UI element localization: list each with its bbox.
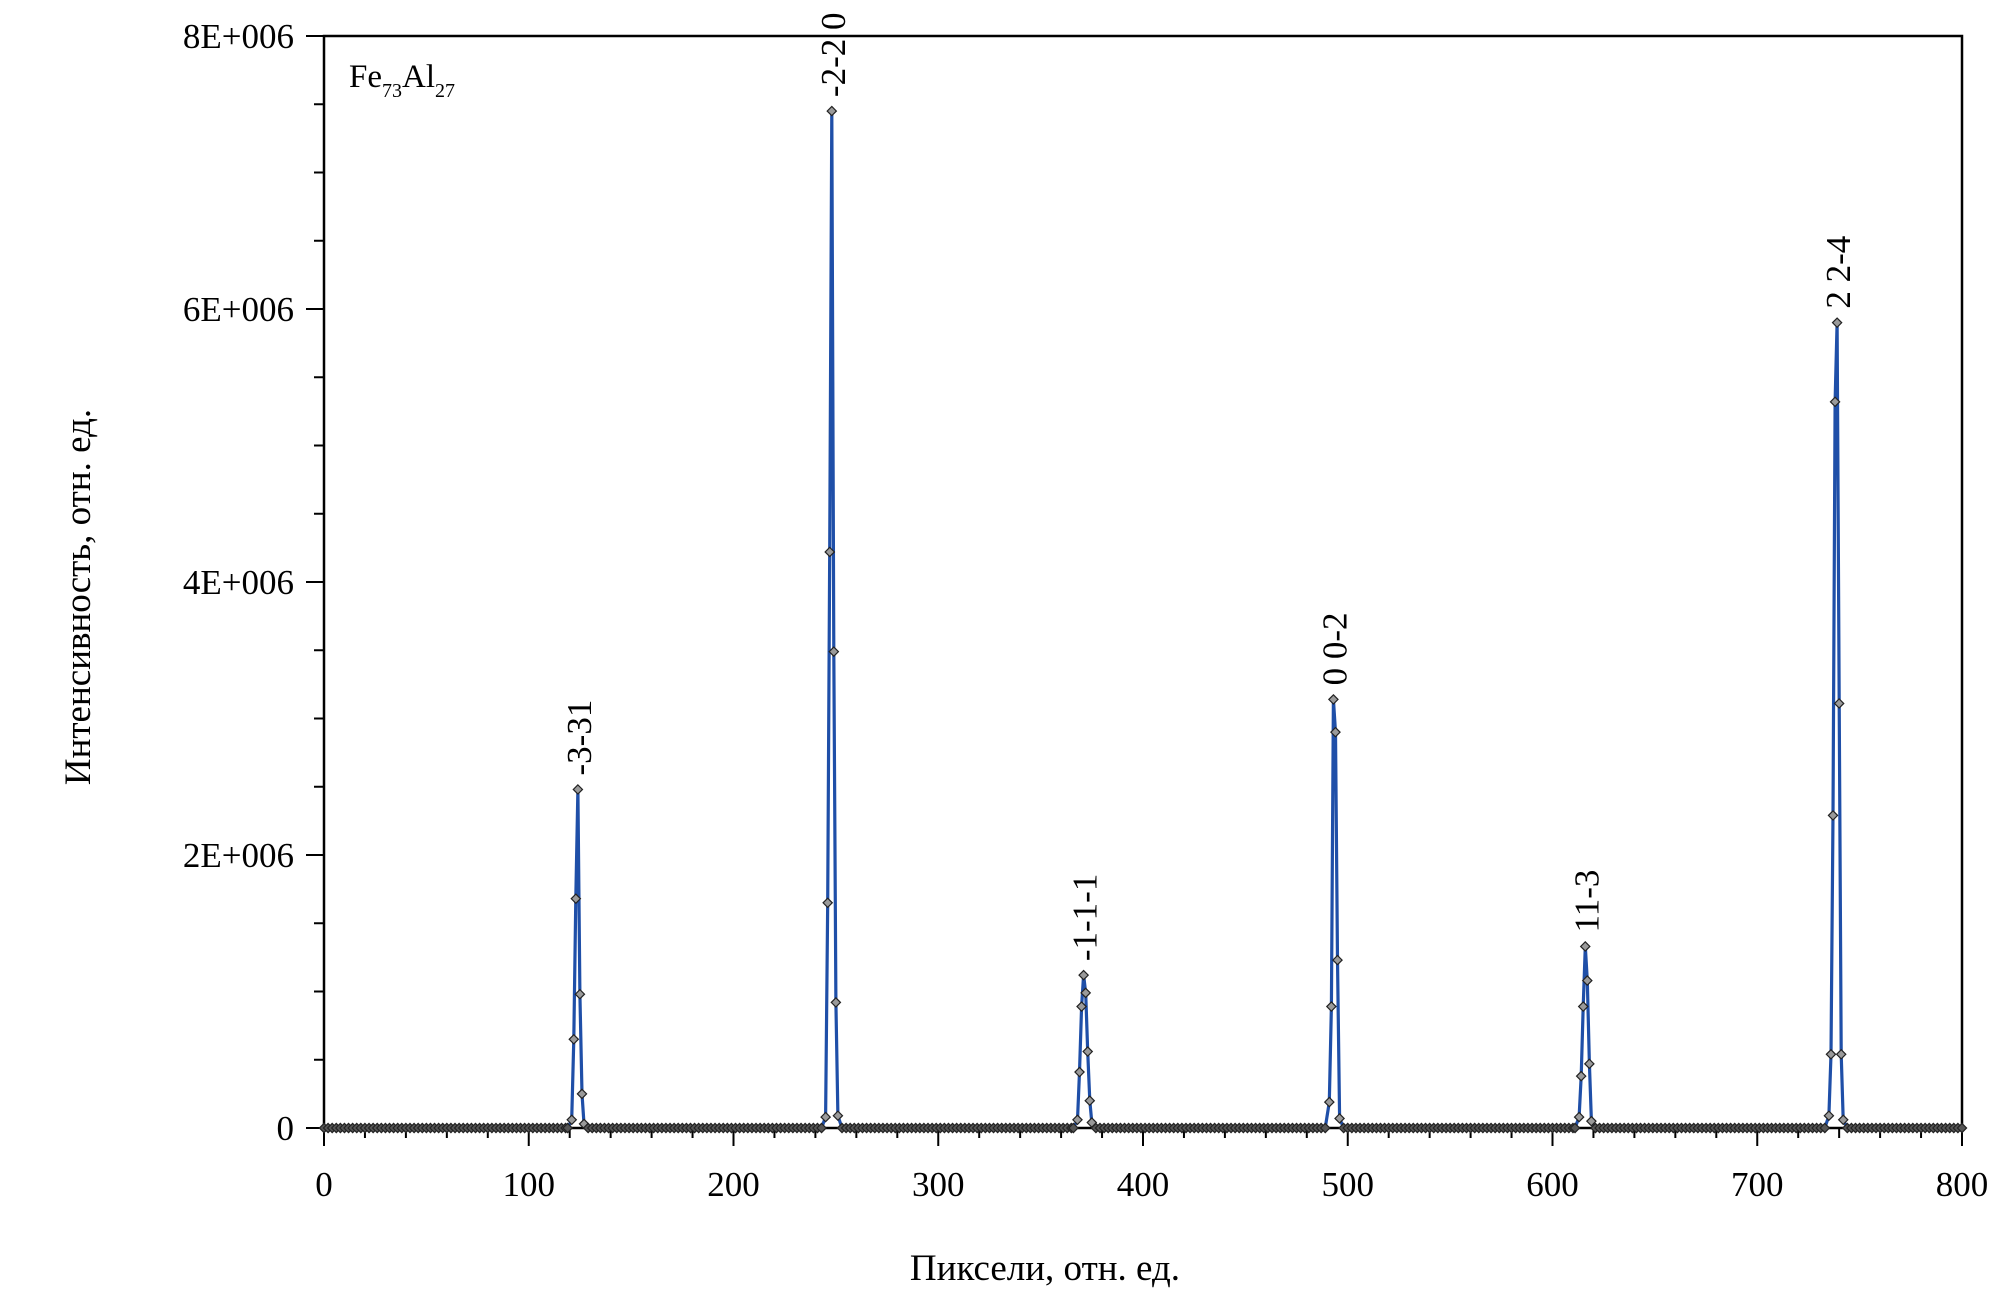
data-point	[1835, 1048, 1847, 1060]
data-point	[1332, 954, 1343, 966]
data-point	[1325, 1001, 1337, 1012]
x-tick-label: 500	[1322, 1165, 1375, 1204]
y-tick-label: 4E+006	[183, 563, 294, 602]
sample-label-base-2: Al	[402, 59, 435, 95]
data-point	[1334, 1112, 1346, 1124]
x-axis-title: Пиксели, отн. ед.	[910, 1248, 1180, 1289]
peak-label: -3-31	[560, 700, 599, 776]
sample-label-base-1: Fe	[349, 59, 382, 95]
peak-label: -2-2 0	[814, 13, 853, 98]
x-tick-label: 100	[503, 1165, 556, 1204]
data-point	[1829, 396, 1841, 408]
data-point	[1577, 1001, 1589, 1012]
data-point	[830, 996, 842, 1008]
data-point	[828, 646, 840, 658]
data-point	[1067, 1122, 1079, 1134]
y-tick-label: 0	[277, 1109, 295, 1148]
data-point	[1082, 1046, 1094, 1058]
peak-label: -1-1-1	[1066, 874, 1105, 961]
sample-label: Fe73Al27	[349, 59, 455, 102]
data-point	[816, 1122, 827, 1134]
data-point	[1583, 1058, 1595, 1070]
data-point	[1323, 1096, 1335, 1108]
data-point	[576, 1088, 588, 1100]
data-point	[824, 546, 836, 558]
sample-label-sub-2: 27	[435, 80, 455, 102]
data-point	[1569, 1122, 1581, 1134]
data-point	[1579, 941, 1591, 952]
data-point	[1076, 1001, 1088, 1012]
peak-label: 2 2-4	[1819, 236, 1858, 309]
data-point	[820, 1111, 832, 1123]
data-point	[1080, 987, 1092, 999]
data-point	[1833, 698, 1845, 709]
data-point	[1575, 1070, 1587, 1082]
data-point	[826, 105, 838, 117]
data-point	[570, 893, 582, 905]
data-point	[1072, 1114, 1083, 1126]
data-point	[1074, 1066, 1085, 1078]
data-point	[1330, 726, 1341, 738]
x-tick-label: 300	[912, 1165, 965, 1204]
y-tick-label: 8E+006	[183, 17, 294, 56]
data-point	[1837, 1114, 1849, 1126]
x-tick-label: 400	[1117, 1165, 1170, 1204]
data-point	[1956, 1122, 1968, 1134]
data-point	[568, 1033, 580, 1045]
data-point	[1819, 1122, 1831, 1134]
data-point	[572, 784, 584, 795]
data-point	[1585, 1115, 1597, 1127]
data-point	[574, 988, 586, 1000]
y-tick-label: 2E+006	[183, 836, 294, 875]
data-point	[1084, 1095, 1096, 1107]
x-tick-label: 800	[1936, 1165, 1989, 1204]
y-axis-title: Интенсивность, отн. ед.	[58, 409, 99, 785]
x-tick-label: 0	[315, 1165, 333, 1204]
data-point	[1078, 969, 1090, 981]
sample-label-sub-1: 73	[382, 80, 402, 102]
peak-label: 0 0-2	[1315, 612, 1354, 685]
x-tick-label: 600	[1526, 1165, 1579, 1204]
x-tick-label: 200	[707, 1165, 760, 1204]
data-point	[1823, 1110, 1835, 1122]
data-point	[1831, 317, 1843, 329]
data-point	[1825, 1048, 1837, 1060]
x-tick-label: 700	[1731, 1165, 1784, 1204]
data-point	[832, 1110, 844, 1122]
data-point	[562, 1122, 574, 1134]
data-point	[822, 897, 834, 909]
data-point	[566, 1114, 578, 1126]
peak-label: 11-3	[1567, 870, 1606, 933]
y-tick-label: 6E+006	[183, 290, 294, 329]
data-point	[1327, 693, 1339, 705]
data-point	[1581, 975, 1593, 987]
data-point	[1573, 1111, 1585, 1123]
data-point	[1319, 1122, 1331, 1134]
data-point	[1827, 809, 1839, 821]
